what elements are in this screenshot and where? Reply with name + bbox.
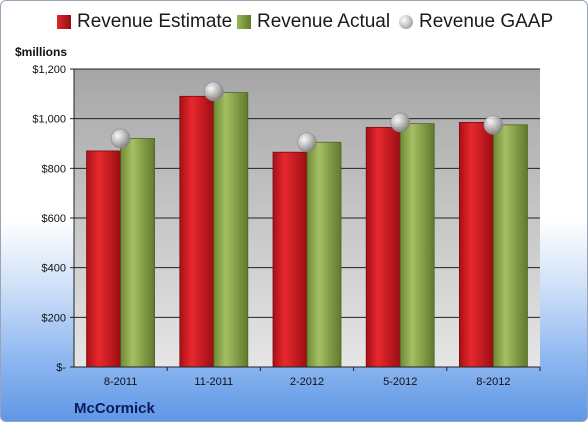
legend: Revenue Estimate Revenue Actual Revenue …	[1, 1, 587, 41]
legend-label-revenue-gaap: Revenue GAAP	[419, 11, 554, 32]
bar-revenue-estimate	[458, 121, 494, 368]
x-tick-label: 2-2012	[290, 376, 324, 388]
x-tick-label: 11-2011	[194, 376, 233, 388]
bar-revenue-actual	[492, 124, 528, 368]
marker-revenue-gaap	[390, 112, 411, 133]
y-axis-units-label: $millions	[15, 45, 68, 59]
marker-revenue-gaap	[483, 115, 504, 135]
legend-swatch-revenue-actual	[237, 15, 251, 29]
y-tick-label: $200	[42, 312, 66, 324]
x-tick-label: 8-2012	[476, 376, 510, 388]
company-name: McCormick	[74, 400, 155, 417]
marker-revenue-gaap	[297, 132, 317, 153]
x-tick-label: 8-2011	[104, 376, 137, 388]
bar-revenue-estimate	[179, 95, 215, 368]
bar-revenue-estimate	[86, 150, 121, 368]
y-tick-label: $800	[42, 163, 66, 175]
bar-revenue-estimate	[272, 151, 308, 368]
legend-label-revenue-estimate: Revenue Estimate	[77, 11, 233, 32]
y-tick-label: $400	[42, 263, 66, 275]
legend-label-revenue-actual: Revenue Actual	[257, 11, 391, 32]
marker-revenue-gaap	[110, 128, 131, 149]
legend-swatch-revenue-estimate	[57, 15, 71, 29]
bar-revenue-actual	[399, 123, 435, 368]
bar-revenue-estimate	[365, 126, 401, 368]
legend-item-revenue-actual: Revenue Actual	[237, 11, 390, 33]
legend-item-revenue-gaap: Revenue GAAP	[399, 11, 553, 33]
legend-item-revenue-estimate: Revenue Estimate	[57, 11, 232, 33]
bar-revenue-actual	[213, 92, 249, 368]
y-tick-label: $1,200	[32, 64, 66, 76]
legend-marker-revenue-gaap	[399, 15, 413, 29]
bar-revenue-actual	[120, 138, 155, 368]
y-tick-label: $1,000	[32, 114, 66, 126]
y-tick-label: $600	[42, 213, 66, 225]
x-tick-label: 5-2012	[383, 376, 417, 388]
y-tick-label: $-	[56, 362, 66, 374]
bar-revenue-actual	[306, 141, 342, 368]
marker-revenue-gaap	[204, 81, 224, 102]
